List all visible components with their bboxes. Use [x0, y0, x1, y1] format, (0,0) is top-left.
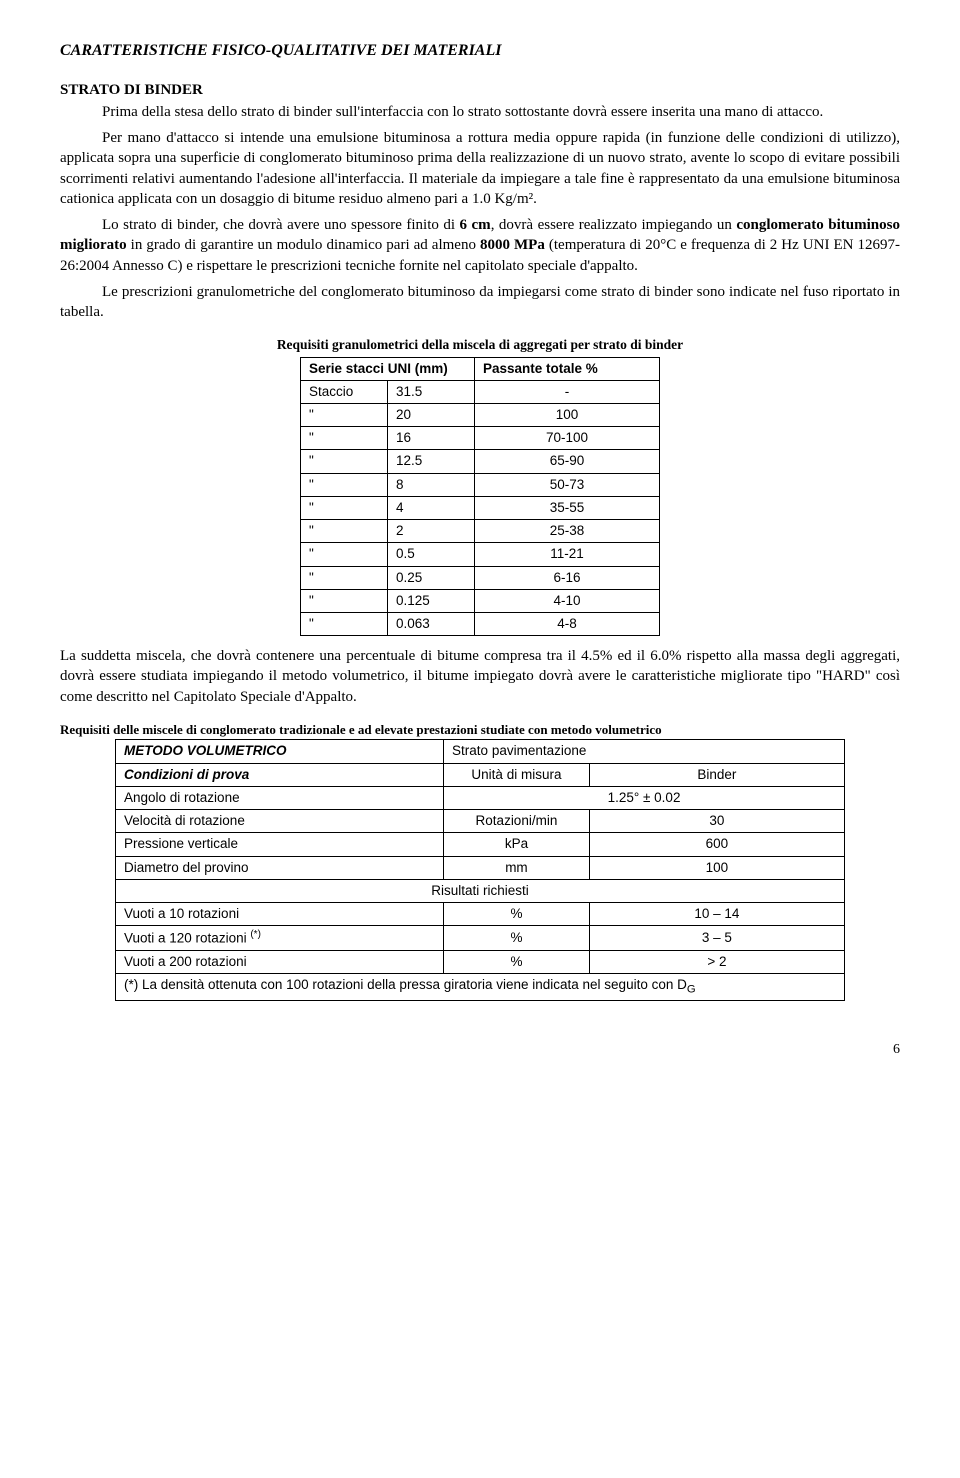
sieve-cell: -	[475, 380, 660, 403]
vol-row: Angolo di rotazione1.25° ± 0.02	[116, 786, 845, 809]
sieve-cell: "	[301, 566, 388, 589]
paragraph-4: Le prescrizioni granulometriche del cong…	[60, 282, 900, 323]
sieve-cell: 70-100	[475, 427, 660, 450]
vol-header-method: METODO VOLUMETRICO	[116, 740, 444, 763]
vol-cell: Diametro del provino	[116, 856, 444, 879]
vol-row: Velocità di rotazioneRotazioni/min30	[116, 810, 845, 833]
p3-text-a: Lo strato di binder, che dovrà avere uno…	[102, 217, 460, 233]
sieve-cell: 65-90	[475, 450, 660, 473]
section-subtitle: STRATO DI BINDER	[60, 80, 900, 100]
sieve-cell: 8	[388, 473, 475, 496]
sieve-row: Staccio31.5-	[301, 380, 660, 403]
sieve-row: "1670-100	[301, 427, 660, 450]
sieve-cell: "	[301, 473, 388, 496]
vol-cell: Velocità di rotazione	[116, 810, 444, 833]
sieve-row: "435-55	[301, 496, 660, 519]
p3-text-e: in grado di garantire un modulo dinamico…	[127, 237, 480, 253]
sieve-cell: Staccio	[301, 380, 388, 403]
sieve-cell: 0.063	[388, 612, 475, 635]
paragraph-2: Per mano d'attacco si intende una emulsi…	[60, 128, 900, 209]
vol-row: Diametro del provinomm100	[116, 856, 845, 879]
vol-header-binder: Binder	[589, 763, 844, 786]
vol-header-cond: Condizioni di prova	[116, 763, 444, 786]
sieve-table: Serie stacci UNI (mm) Passante totale % …	[300, 357, 660, 637]
vol-cell: %	[444, 903, 590, 926]
paragraph-1: Prima della stesa dello strato di binder…	[60, 102, 900, 122]
vol-cell: %	[444, 950, 590, 973]
vol-cell: Pressione verticale	[116, 833, 444, 856]
sieve-cell: "	[301, 427, 388, 450]
sieve-cell: 35-55	[475, 496, 660, 519]
vol-row: Vuoti a 200 rotazioni%> 2	[116, 950, 845, 973]
sieve-cell: 4-8	[475, 612, 660, 635]
vol-cell: 10 – 14	[589, 903, 844, 926]
sieve-cell: 6-16	[475, 566, 660, 589]
sieve-table-caption: Requisiti granulometrici della miscela d…	[60, 336, 900, 354]
sieve-cell: "	[301, 589, 388, 612]
sieve-cell: "	[301, 543, 388, 566]
sieve-cell: 12.5	[388, 450, 475, 473]
vol-header-unit: Unità di misura	[444, 763, 590, 786]
sieve-row: "225-38	[301, 520, 660, 543]
vol-header-strato: Strato pavimentazione	[444, 740, 845, 763]
vol-cell: kPa	[444, 833, 590, 856]
volumetric-table: METODO VOLUMETRICO Strato pavimentazione…	[115, 739, 845, 1001]
sieve-cell: "	[301, 520, 388, 543]
sieve-row: "0.1254-10	[301, 589, 660, 612]
vol-row: Vuoti a 10 rotazioni%10 – 14	[116, 903, 845, 926]
sieve-cell: 25-38	[475, 520, 660, 543]
sieve-row: "0.511-21	[301, 543, 660, 566]
sieve-cell: 0.25	[388, 566, 475, 589]
vol-cell: %	[444, 926, 590, 951]
vol-table-caption: Requisiti delle miscele di conglomerato …	[60, 721, 900, 739]
page-title: CARATTERISTICHE FISICO-QUALITATIVE DEI M…	[60, 40, 900, 62]
sieve-cell: 20	[388, 404, 475, 427]
sieve-cell: "	[301, 450, 388, 473]
vol-cell: Vuoti a 10 rotazioni	[116, 903, 444, 926]
sieve-cell: 11-21	[475, 543, 660, 566]
vol-cell: Rotazioni/min	[444, 810, 590, 833]
sieve-header-2: Passante totale %	[475, 357, 660, 380]
sieve-cell: 31.5	[388, 380, 475, 403]
vol-row: Vuoti a 120 rotazioni (*)%3 – 5	[116, 926, 845, 951]
sieve-cell: 100	[475, 404, 660, 427]
sieve-cell: 4	[388, 496, 475, 519]
vol-cell: 30	[589, 810, 844, 833]
sieve-cell: 0.5	[388, 543, 475, 566]
vol-cell: 100	[589, 856, 844, 879]
p3-bold-f: 8000 MPa	[480, 237, 545, 253]
vol-cell: Vuoti a 200 rotazioni	[116, 950, 444, 973]
vol-cell: mm	[444, 856, 590, 879]
sieve-header-1: Serie stacci UNI (mm)	[301, 357, 475, 380]
vol-results-header: Risultati richiesti	[116, 879, 845, 902]
sieve-cell: 16	[388, 427, 475, 450]
p3-text-c: , dovrà essere realizzato impiegando un	[491, 217, 737, 233]
sieve-row: "12.565-90	[301, 450, 660, 473]
vol-cell: 1.25° ± 0.02	[444, 786, 845, 809]
sieve-cell: "	[301, 612, 388, 635]
sieve-cell: 4-10	[475, 589, 660, 612]
vol-cell: 600	[589, 833, 844, 856]
vol-footnote: (*) La densità ottenuta con 100 rotazion…	[116, 974, 845, 1001]
page-number: 6	[60, 1041, 900, 1060]
vol-row: Pressione verticalekPa600	[116, 833, 845, 856]
sieve-cell: "	[301, 404, 388, 427]
sieve-row: "850-73	[301, 473, 660, 496]
sieve-cell: "	[301, 496, 388, 519]
sieve-row: "0.256-16	[301, 566, 660, 589]
vol-cell: > 2	[589, 950, 844, 973]
paragraph-5: La suddetta miscela, che dovrà contenere…	[60, 646, 900, 707]
vol-cell: Angolo di rotazione	[116, 786, 444, 809]
vol-cell: Vuoti a 120 rotazioni (*)	[116, 926, 444, 951]
sieve-cell: 0.125	[388, 589, 475, 612]
p3-bold-b: 6 cm	[460, 217, 491, 233]
vol-footnote-text: (*) La densità ottenuta con 100 rotazion…	[124, 977, 696, 992]
sieve-cell: 2	[388, 520, 475, 543]
sieve-row: "20100	[301, 404, 660, 427]
vol-cell: 3 – 5	[589, 926, 844, 951]
sieve-row: "0.0634-8	[301, 612, 660, 635]
paragraph-3: Lo strato di binder, che dovrà avere uno…	[60, 215, 900, 276]
sieve-cell: 50-73	[475, 473, 660, 496]
